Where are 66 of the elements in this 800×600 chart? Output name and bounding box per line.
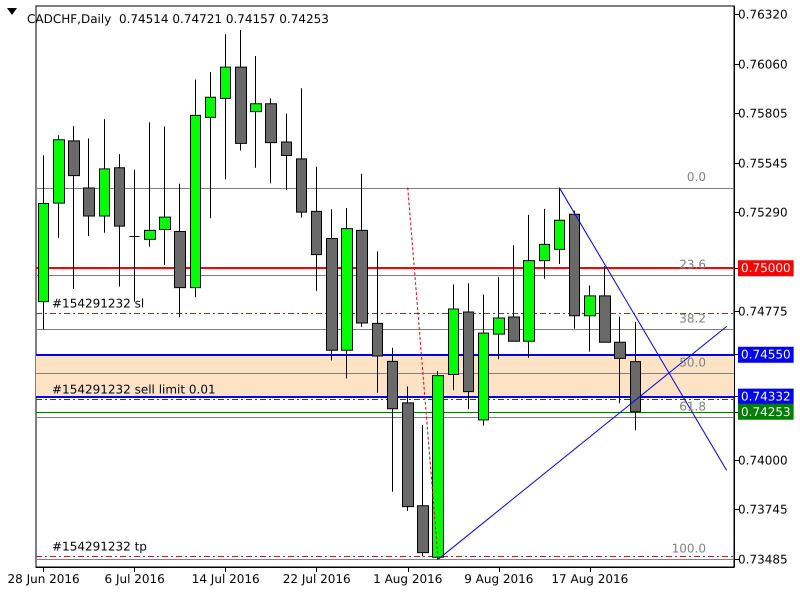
candlestick (402, 386, 414, 512)
y-tick-label: 0.76060 (738, 58, 788, 72)
candlestick (356, 173, 368, 328)
candlestick (311, 166, 322, 292)
candlestick (205, 72, 216, 219)
ref-line-label: #154291232 tp (52, 539, 147, 554)
candlestick (341, 208, 353, 379)
x-tick-label: 17 Aug 2016 (551, 572, 628, 586)
candlestick (539, 208, 550, 280)
candlestick (159, 126, 171, 266)
candlestick (463, 282, 474, 410)
candlestick (432, 370, 444, 560)
candlestick (554, 187, 565, 265)
candlestick (38, 154, 49, 330)
candlestick (220, 34, 231, 180)
ref-line-label: #154291232 sl (52, 296, 144, 310)
candlestick (387, 347, 398, 492)
x-tick-label: 14 Jul 2016 (192, 572, 260, 586)
candlestick (493, 276, 505, 360)
candlestick (372, 250, 383, 394)
candlestick (326, 208, 338, 361)
candlestick (99, 118, 110, 234)
candlestick (265, 98, 277, 184)
y-tick-label: 0.74000 (738, 453, 788, 468)
y-tick-label: 0.74332 (741, 390, 791, 404)
y-tick-label: 0.74550 (741, 348, 791, 362)
candlestick (144, 122, 156, 248)
candlestick (417, 424, 429, 557)
candlestick (174, 183, 186, 318)
y-tick-label: 0.75290 (738, 206, 788, 220)
candlestick (296, 88, 307, 218)
candlestick (190, 79, 201, 298)
ref-line-label: #154291232 sell limit 0.01 (52, 382, 216, 396)
candlestick (630, 321, 641, 431)
x-tick-label: 28 Jun 2016 (7, 572, 80, 586)
candlestick (508, 244, 520, 342)
annotation: 0.0 (686, 170, 706, 184)
candlestick (114, 154, 125, 287)
candlestick (235, 30, 247, 151)
candlestick (569, 210, 580, 330)
annotation: 38.2 (679, 312, 706, 326)
annotation: 50.0 (679, 356, 706, 370)
x-tick-label: 22 Jul 2016 (282, 572, 351, 586)
annotation: 100.0 (672, 541, 706, 556)
y-tick-label: 0.74775 (738, 304, 788, 318)
y-tick-label: 0.75000 (741, 261, 791, 276)
y-tick-label: 0.75545 (738, 156, 788, 171)
x-tick-label: 9 Aug 2016 (464, 572, 534, 586)
candlestick (53, 134, 65, 238)
candlestick (599, 265, 611, 343)
candlestick (250, 55, 262, 168)
candlestick (614, 316, 626, 404)
y-tick-label: 0.73745 (738, 502, 788, 516)
y-tick-label: 0.73485 (738, 552, 788, 566)
y-tick-label: 0.74253 (741, 404, 791, 419)
candlestick (523, 214, 535, 358)
y-tick-label: 0.75805 (738, 106, 788, 121)
candlestick (281, 113, 292, 191)
x-tick-label: 6 Jul 2016 (104, 572, 165, 586)
candlestick (478, 294, 489, 426)
x-tick-label: 1 Aug 2016 (373, 572, 442, 586)
candlestick (448, 284, 459, 391)
candlestick (584, 285, 596, 352)
candlestick (68, 126, 80, 290)
candlestick (83, 138, 95, 237)
y-tick-label: 0.76320 (738, 8, 788, 22)
